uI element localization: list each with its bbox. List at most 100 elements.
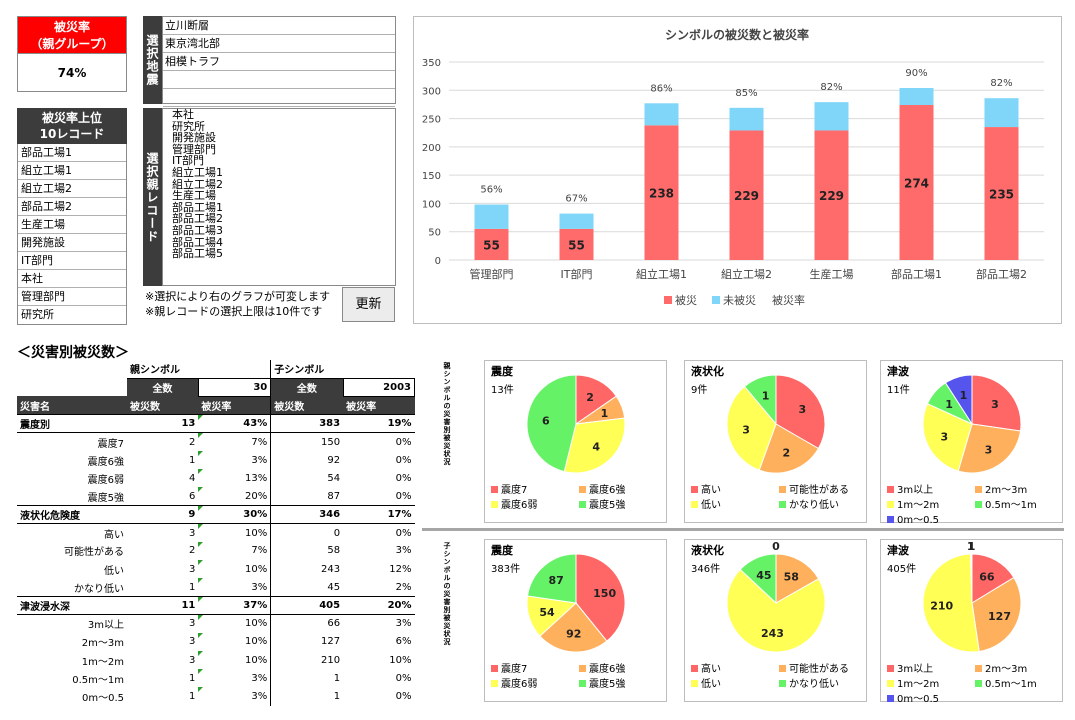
legend-item: 0.5m～1m [975, 675, 1055, 690]
pie-slice-label: 243 [761, 627, 784, 640]
pie-slice [539, 602, 608, 653]
record-select-item[interactable]: IT部門 [172, 154, 204, 168]
record-select-item[interactable]: 部品工場4 [172, 235, 223, 249]
record-select-item[interactable]: 管理部門 [172, 142, 216, 156]
legend-label: 3m以上 [897, 664, 934, 675]
legend-swatch [975, 486, 982, 493]
record-select-item[interactable]: 部品工場5 [172, 247, 223, 261]
row-parent-count: 1 [189, 690, 196, 702]
bar-value-label: 229 [819, 189, 844, 203]
row-label: 高い [104, 529, 124, 541]
table-row: 2m～3m 3 10% 127 6% [17, 632, 415, 651]
pie-panel: 津波 11件 3 3 3 1 1 3m以上 2m～3m 1m～2m 0.5m～1m 0m～0.5 [880, 360, 1063, 526]
pie-slice [743, 374, 777, 426]
pie-slice-label: 1 [945, 398, 953, 411]
group-child-rate: 17% [343, 504, 415, 525]
eq-select-item[interactable]: 立川断層 [163, 17, 395, 35]
row-label: 低い [104, 565, 124, 577]
row-child-count: 210 [270, 651, 344, 670]
top10-item: 部品工場2 [18, 198, 126, 216]
record-select-item[interactable]: 組立工場2 [172, 177, 223, 191]
pie-slice [726, 568, 826, 653]
group-child-count: 405 [270, 595, 344, 616]
update-button[interactable]: 更新 [342, 287, 395, 322]
row-label: 3m以上 [87, 620, 124, 632]
record-select-list[interactable]: 本社 研究所 開発施設 管理部門 IT部門 組立工場1 組立工場2 生産工場 部品工場1 部品工場… [162, 108, 396, 286]
legend-item: 震度7 [491, 481, 579, 496]
row-child-count: 92 [270, 450, 344, 470]
pie-slice [739, 553, 777, 605]
pie-chart: 3 2 3 1 [726, 374, 826, 474]
pie-slice-label: 2 [783, 447, 791, 460]
x-tick-label: 組立工場1 [636, 267, 687, 281]
pie-slice-label: 92 [566, 627, 581, 640]
pie-slice [944, 374, 973, 426]
legend-item: 震度5強 [579, 675, 659, 690]
parent-total-label: 全数 [127, 378, 199, 397]
table-group-row: 震度別 13 43% 383 19% [17, 414, 415, 434]
eq-select-list[interactable]: 立川断層 東京湾北部 相模トラフ [162, 16, 396, 107]
legend-swatch [491, 680, 498, 687]
legend-label: 0.5m～1m [985, 500, 1037, 511]
pie-slice-label: 210 [930, 600, 953, 613]
pie-legend: 3m以上 2m～3m 1m～2m 0.5m～1m 0m～0.5 [887, 481, 1059, 526]
col-disaster: 災害名 [17, 396, 127, 415]
group-parent-count: 13 [127, 414, 199, 434]
x-tick-label: 管理部門 [470, 267, 514, 281]
eq-select-item[interactable] [163, 89, 395, 107]
child-pie-tag: 子シンボルの災害別被災状況 [443, 542, 451, 646]
bar-undamaged [899, 88, 934, 105]
table-row: 0m～0.5 1 3% 1 0% [17, 687, 415, 706]
legend-label: 震度7 [501, 664, 528, 675]
top10-list: 部品工場1 組立工場1 組立工場2 部品工場2 生産工場 開発施設 IT部門 本社 管理部門 研究… [17, 144, 127, 325]
record-select-item[interactable]: 開発施設 [172, 131, 216, 145]
legend-label: 可能性がある [789, 664, 849, 675]
pie-slice [922, 553, 980, 653]
eq-select-item[interactable]: 東京湾北部 [163, 35, 395, 53]
record-select-item[interactable]: 本社 [172, 108, 194, 121]
y-tick-label: 150 [422, 171, 441, 182]
legend-swatch [712, 296, 720, 304]
parent-header: 親シンボル [127, 360, 271, 379]
legend-item: 0.5m～1m [975, 496, 1055, 511]
row-child-count: 0 [270, 523, 344, 542]
record-select-item[interactable]: 生産工場 [172, 189, 216, 203]
row-parent-rate: 13% [198, 469, 270, 487]
pie-slice [526, 374, 577, 473]
record-select-item[interactable]: 部品工場3 [172, 223, 223, 237]
pie-slice-label: 1 [968, 540, 976, 553]
chart-title: シンボルの被災数と被災率 [665, 27, 809, 42]
record-select-item[interactable]: 部品工場1 [172, 200, 223, 214]
legend-item: 震度6強 [579, 660, 659, 675]
bar-value-label: 55 [568, 238, 585, 252]
row-parent-rate: 10% [198, 523, 270, 542]
pie-slice-label: 2 [586, 391, 594, 404]
pie-slice-label: 66 [979, 571, 995, 584]
bar-value-label: 229 [734, 189, 759, 203]
legend-item: 2m～3m [975, 481, 1055, 496]
section-title: ＜災害別被災数＞ [17, 345, 129, 361]
bar-value-label: 235 [989, 188, 1014, 202]
group-parent-count: 9 [127, 504, 199, 525]
bar-undamaged [644, 103, 679, 126]
row-parent-count: 2 [189, 545, 196, 557]
legend-swatch [691, 680, 698, 687]
group-parent-rate: 43% [198, 414, 271, 434]
eq-select-item[interactable]: 相模トラフ [163, 53, 395, 71]
top10-item: 本社 [18, 270, 126, 288]
pie-slice [575, 374, 618, 425]
row-parent-count: 1 [189, 672, 196, 684]
table-row: 可能性がある 2 7% 58 3% [17, 541, 415, 561]
eq-select-item[interactable] [163, 71, 395, 89]
bar-damaged [899, 104, 934, 260]
record-select-item[interactable]: 部品工場2 [172, 212, 223, 226]
record-select-item[interactable]: 組立工場1 [172, 165, 223, 179]
record-select-item[interactable]: 研究所 [172, 119, 205, 133]
row-label: 震度7 [97, 438, 124, 450]
row-label: 震度5強 [87, 492, 124, 504]
legend-label: 震度6弱 [501, 500, 538, 511]
bar-damaged [814, 130, 849, 260]
row-parent-rate: 3% [198, 450, 270, 469]
group-name: 津波浸水深 [17, 595, 127, 616]
